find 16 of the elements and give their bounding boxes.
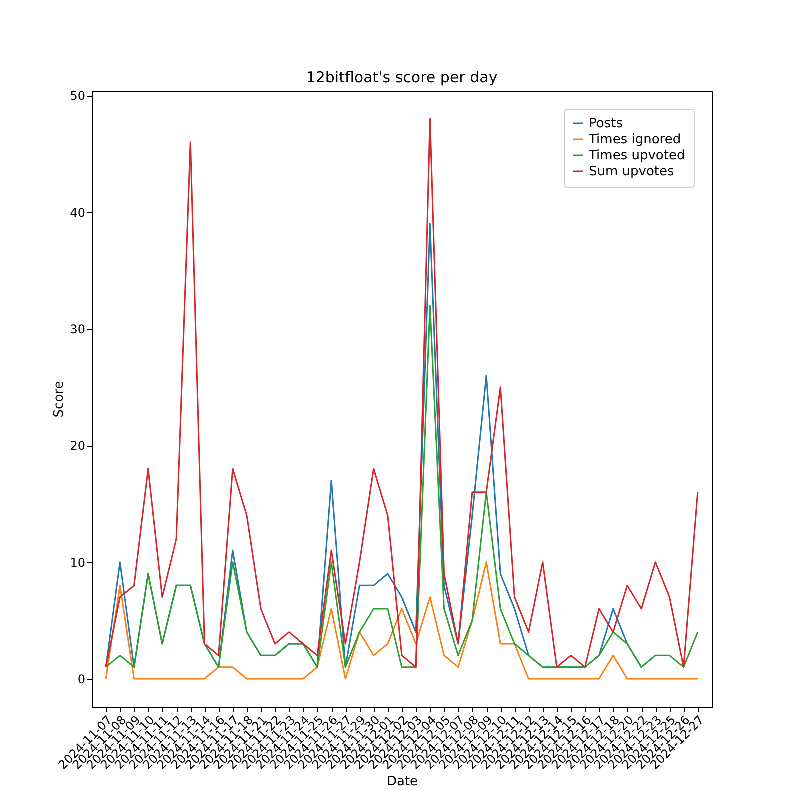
line-series	[105, 304, 699, 668]
y-tick-label: 40	[70, 206, 86, 220]
y-tick-label: 30	[70, 322, 86, 336]
y-tick-label: 20	[70, 439, 86, 454]
line-series	[105, 562, 699, 680]
y-tick-label: 10	[70, 556, 86, 570]
legend-label: Sum upvotes	[589, 164, 675, 180]
legend-label: Times upvoted	[588, 148, 686, 164]
y-axis-title: Score	[52, 381, 68, 418]
y-tick-label: 0	[78, 672, 86, 686]
chart-title: 12bitfloat's score per day	[306, 68, 498, 87]
line-series	[105, 118, 699, 668]
y-tick-label: 50	[70, 89, 86, 104]
x-axis-title: Date	[386, 774, 418, 790]
legend-label: Posts	[589, 116, 624, 132]
legend-label: Times ignored	[588, 132, 682, 148]
